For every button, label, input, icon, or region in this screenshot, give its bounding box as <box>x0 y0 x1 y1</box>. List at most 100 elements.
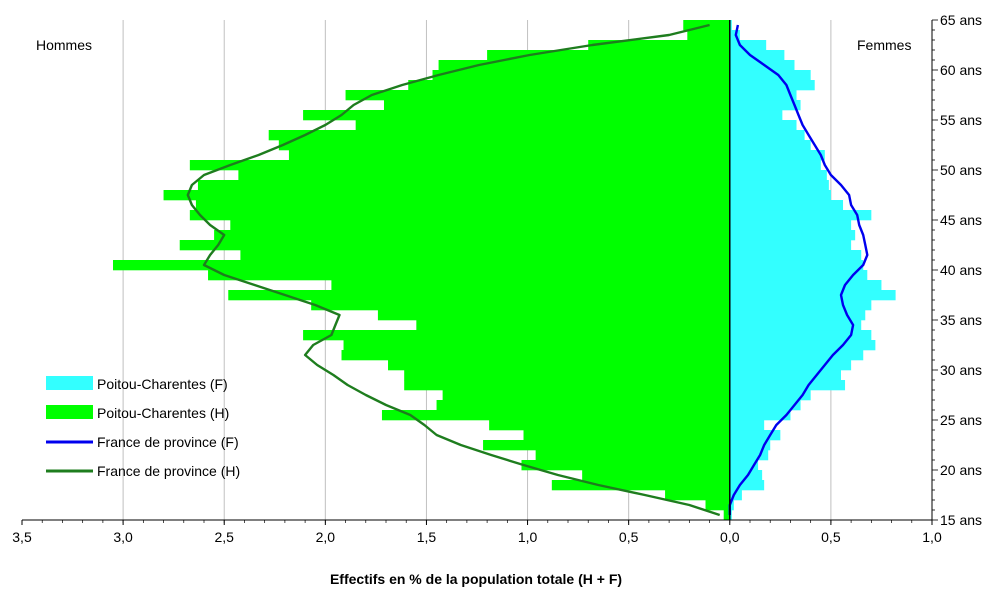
bar-hommes-54 <box>355 120 730 131</box>
bar-femmes-17 <box>729 490 742 501</box>
bar-hommes-57 <box>345 90 730 101</box>
bar-femmes-57 <box>729 90 797 101</box>
bar-femmes-40 <box>729 260 864 271</box>
axes <box>21 19 938 525</box>
bar-femmes-50 <box>729 160 821 171</box>
bar-femmes-33 <box>729 330 872 341</box>
bar-hommes-58 <box>408 80 730 91</box>
bar-hommes-38 <box>331 280 730 291</box>
y-tick-label-3: 30 ans <box>940 362 982 378</box>
y-tick-label-5: 40 ans <box>940 262 982 278</box>
y-tick-label-8: 55 ans <box>940 112 982 128</box>
bar-hommes-52 <box>278 140 730 151</box>
bar-hommes-31 <box>341 350 730 361</box>
y-tick-label-4: 35 ans <box>940 312 982 328</box>
bar-hommes-53 <box>268 130 730 141</box>
x-tick-label-6: 0,5 <box>619 529 639 545</box>
bar-femmes-27 <box>729 390 811 401</box>
bar-femmes-35 <box>729 310 866 321</box>
bar-hommes-34 <box>416 320 730 331</box>
x-tick-label-7: 0,0 <box>720 529 740 545</box>
bar-femmes-22 <box>729 440 771 451</box>
bar-hommes-21 <box>535 450 730 461</box>
bar-femmes-41 <box>729 250 862 261</box>
bar-hommes-49 <box>238 170 730 181</box>
legend-label-poitou-f: Poitou-Charentes (F) <box>97 376 228 392</box>
bar-femmes-18 <box>729 480 765 491</box>
bar-femmes-44 <box>729 220 852 231</box>
bar-femmes-47 <box>729 190 831 201</box>
bar-hommes-15 <box>723 510 730 521</box>
bar-femmes-26 <box>729 400 801 411</box>
bar-hommes-16 <box>705 500 730 511</box>
bar-femmes-49 <box>729 170 827 181</box>
bar-femmes-37 <box>729 290 896 301</box>
bar-hommes-39 <box>208 270 730 281</box>
bar-femmes-52 <box>729 140 811 151</box>
bar-femmes-20 <box>729 460 759 471</box>
bar-hommes-61 <box>487 50 730 61</box>
bar-hommes-23 <box>523 430 730 441</box>
bar-hommes-18 <box>551 480 730 491</box>
legend-label-france-f: France de province (F) <box>97 434 239 450</box>
bar-hommes-46 <box>195 200 730 211</box>
bar-femmes-53 <box>729 130 805 141</box>
bar-femmes-45 <box>729 210 872 221</box>
bar-hommes-42 <box>179 240 730 251</box>
bar-hommes-50 <box>189 160 730 171</box>
line-france-province-f <box>728 24 869 515</box>
bar-hommes-36 <box>311 300 730 311</box>
bar-femmes-39 <box>729 270 868 281</box>
bar-femmes-34 <box>729 320 862 331</box>
y-tick-label-7: 50 ans <box>940 162 982 178</box>
bar-hommes-26 <box>436 400 730 411</box>
legend: Poitou-Charentes (F) Poitou-Charentes (H… <box>46 376 240 479</box>
bar-hommes-62 <box>588 40 730 51</box>
bar-hommes-30 <box>388 360 730 371</box>
bar-femmes-46 <box>729 200 844 211</box>
bar-hommes-35 <box>377 310 730 321</box>
lines <box>186 23 869 517</box>
bar-femmes-29 <box>729 370 841 381</box>
x-tick-label-3: 2,0 <box>316 529 336 545</box>
bar-hommes-59 <box>432 70 730 81</box>
bar-hommes-43 <box>214 230 730 241</box>
bar-hommes-24 <box>489 420 730 431</box>
legend-label-poitou-h: Poitou-Charentes (H) <box>97 405 229 421</box>
bar-hommes-32 <box>343 340 730 351</box>
x-tick-label-1: 3,0 <box>113 529 133 545</box>
x-tick-label-2: 2,5 <box>214 529 234 545</box>
bar-femmes-60 <box>729 60 795 71</box>
y-tick-label-6: 45 ans <box>940 212 982 228</box>
bar-hommes-25 <box>381 410 730 421</box>
bar-femmes-38 <box>729 280 882 291</box>
bar-hommes-41 <box>240 250 730 261</box>
left-label-hommes: Hommes <box>36 37 92 53</box>
x-tick-label-0: 3,5 <box>12 529 32 545</box>
bar-femmes-28 <box>729 380 846 391</box>
bar-hommes-55 <box>303 110 730 121</box>
bars <box>113 20 896 521</box>
bar-hommes-19 <box>582 470 730 481</box>
bar-hommes-48 <box>197 180 730 191</box>
bar-hommes-63 <box>687 30 730 41</box>
bar-femmes-55 <box>729 110 783 121</box>
bar-hommes-17 <box>665 490 730 501</box>
bar-hommes-47 <box>163 190 730 201</box>
bar-femmes-30 <box>729 360 852 371</box>
right-label-femmes: Femmes <box>857 37 911 53</box>
bar-femmes-58 <box>729 80 815 91</box>
bar-hommes-45 <box>189 210 730 221</box>
bar-hommes-28 <box>404 380 730 391</box>
bar-femmes-64 <box>729 20 732 31</box>
bar-hommes-22 <box>483 440 730 451</box>
x-tick-label-8: 0,5 <box>821 529 841 545</box>
x-tick-label-4: 1,5 <box>417 529 437 545</box>
x-axis-title: Effectifs en % de la population totale (… <box>330 571 622 587</box>
bar-hommes-27 <box>442 390 730 401</box>
y-tick-label-1: 20 ans <box>940 462 982 478</box>
bar-hommes-29 <box>404 370 730 381</box>
